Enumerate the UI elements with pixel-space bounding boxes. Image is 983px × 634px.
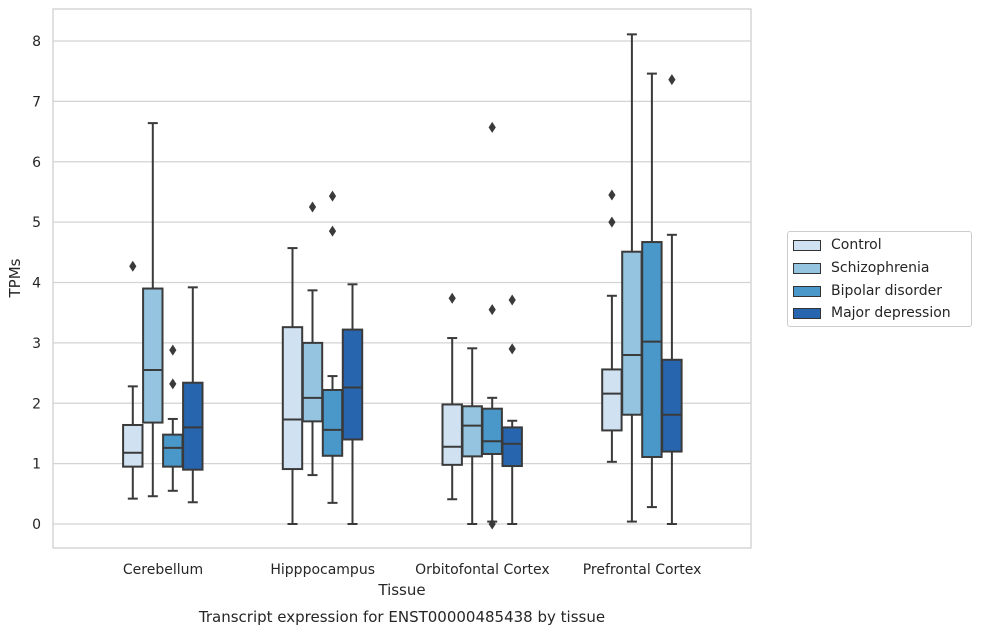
legend-label-schizophrenia: Schizophrenia bbox=[831, 260, 930, 276]
outlier-point bbox=[169, 344, 177, 356]
box bbox=[481, 407, 503, 455]
legend-swatch-major-depression bbox=[793, 307, 821, 319]
y-tick-label: 8 bbox=[32, 34, 41, 50]
y-tick-label: 5 bbox=[32, 215, 41, 231]
box bbox=[641, 241, 663, 458]
x-tick-label: Orbitofontal Cortex bbox=[415, 562, 550, 578]
y-tick-label: 3 bbox=[32, 336, 41, 352]
outlier-point bbox=[488, 304, 496, 316]
legend-label-bipolar-disorder: Bipolar disorder bbox=[831, 283, 943, 299]
box bbox=[461, 405, 483, 458]
outlier-point bbox=[488, 121, 496, 133]
x-tick-labels: Cerebellum Hipppocampus Orbitofontal Corte… bbox=[123, 562, 702, 578]
box bbox=[122, 423, 144, 468]
box bbox=[661, 358, 683, 453]
box bbox=[601, 368, 623, 432]
outlier-point bbox=[508, 294, 516, 306]
outlier-point bbox=[608, 189, 616, 201]
outlier-point bbox=[488, 518, 496, 530]
box bbox=[142, 287, 164, 424]
legend-item-bipolar-disorder: Bipolar disorder bbox=[793, 282, 942, 300]
box bbox=[441, 403, 463, 466]
outlier-point bbox=[328, 225, 337, 237]
y-tick-label: 0 bbox=[32, 517, 41, 533]
outlier-point bbox=[308, 201, 317, 213]
outlier-point bbox=[169, 378, 177, 390]
chart-title: Transcript expression for ENST0000048543… bbox=[198, 608, 605, 626]
y-tick-label: 7 bbox=[32, 94, 41, 110]
x-tick-label: Hipppocampus bbox=[270, 562, 375, 578]
box bbox=[162, 433, 184, 468]
outlier-point bbox=[129, 260, 137, 272]
outlier-point bbox=[608, 216, 616, 228]
legend-label-major-depression: Major depression bbox=[831, 305, 951, 321]
y-axis-label: TPMs bbox=[6, 258, 24, 298]
legend-item-control: Control bbox=[793, 236, 882, 254]
y-tick-label: 1 bbox=[32, 457, 41, 473]
outlier-point bbox=[508, 343, 516, 355]
legend-item-major-depression: Major depression bbox=[793, 304, 951, 322]
box-series bbox=[122, 33, 683, 530]
box bbox=[341, 328, 364, 441]
box bbox=[182, 381, 204, 471]
x-tick-label: Prefrontal Cortex bbox=[583, 562, 702, 578]
y-tick-label: 4 bbox=[32, 276, 41, 292]
x-axis-label: Tissue bbox=[377, 581, 425, 599]
outlier-point bbox=[668, 74, 676, 86]
box bbox=[321, 388, 344, 457]
legend-swatch-control bbox=[793, 239, 821, 251]
box bbox=[281, 326, 304, 471]
legend-swatch-schizophrenia bbox=[793, 262, 821, 274]
y-tick-label: 6 bbox=[32, 155, 41, 171]
legend-item-schizophrenia: Schizophrenia bbox=[793, 259, 929, 277]
legend: Control Schizophrenia Bipolar disorder M… bbox=[787, 231, 972, 327]
box bbox=[621, 250, 643, 416]
box bbox=[501, 426, 523, 468]
y-tick-labels: 0 1 2 3 4 5 6 7 8 bbox=[32, 34, 41, 533]
box bbox=[301, 341, 324, 423]
y-tick-label: 2 bbox=[32, 396, 41, 412]
legend-swatch-bipolar-disorder bbox=[793, 285, 821, 297]
outlier-point bbox=[448, 292, 456, 304]
legend-label-control: Control bbox=[831, 237, 882, 253]
x-tick-label: Cerebellum bbox=[123, 562, 203, 578]
outlier-point bbox=[328, 190, 337, 202]
